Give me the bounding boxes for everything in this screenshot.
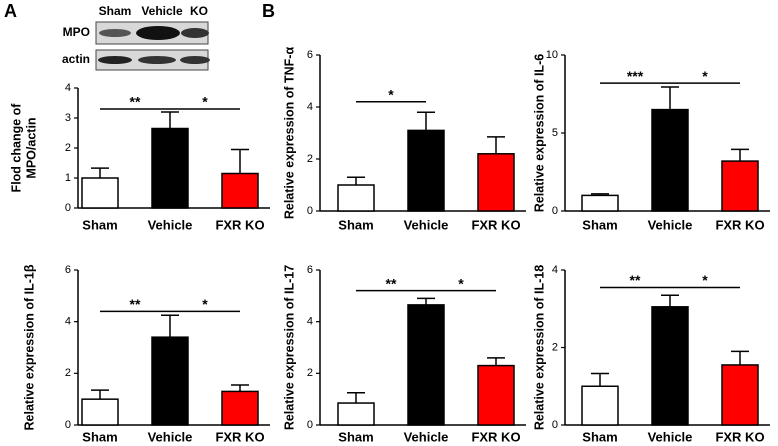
blot-lane-label: Vehicle [141, 4, 183, 18]
significance-label: * [388, 87, 394, 103]
x-tick-label: FXR KO [471, 217, 520, 232]
x-tick-label: FXR KO [471, 429, 520, 444]
significance-label: * [702, 68, 708, 84]
bar [651, 108, 689, 212]
y-tick-label: 6 [65, 264, 71, 276]
significance-label: ** [130, 296, 141, 312]
significance-label: * [458, 275, 464, 291]
y-tick-label: 4 [552, 264, 558, 276]
significance-label: * [702, 272, 708, 288]
significance-label: * [202, 94, 208, 110]
y-tick-label: 4 [65, 316, 71, 328]
bar [81, 398, 119, 426]
x-tick-label: Vehicle [648, 429, 693, 444]
bar [581, 194, 619, 212]
x-tick-label: Vehicle [148, 429, 193, 444]
bar [337, 184, 375, 212]
y-tick-label: 0 [552, 205, 558, 217]
x-tick-label: Vehicle [404, 429, 449, 444]
y-tick-label: 3 [65, 112, 71, 124]
x-tick-label: FXR KO [215, 217, 264, 232]
x-tick-label: Sham [582, 217, 617, 232]
y-tick-label: 6 [307, 264, 313, 276]
blot-lane-label: KO [190, 4, 208, 18]
y-tick-label: 2 [65, 367, 71, 379]
y-axis-label: Relative expression of IL-1β [22, 264, 36, 430]
bar [721, 364, 759, 426]
blot-image [95, 21, 210, 71]
x-tick-label: FXR KO [715, 217, 764, 232]
significance-label: *** [627, 68, 644, 84]
bar [81, 177, 119, 209]
y-tick-label: 5 [552, 127, 558, 139]
y-tick-label: 10 [546, 49, 558, 61]
x-tick-label: Sham [82, 217, 117, 232]
bar [721, 160, 759, 212]
bar [477, 153, 515, 212]
bar [477, 364, 515, 426]
significance-label: ** [386, 275, 397, 291]
x-tick-label: Vehicle [404, 217, 449, 232]
y-tick-label: 6 [307, 49, 313, 61]
y-tick-label: 0 [65, 202, 71, 214]
y-tick-label: 0 [307, 419, 313, 431]
x-tick-label: Sham [338, 217, 373, 232]
y-axis-label: Relative expression of IL-6 [532, 54, 546, 212]
y-axis-label: MPO/actin [24, 117, 38, 178]
blot-row-label: MPO [63, 25, 90, 39]
y-tick-label: 2 [307, 153, 313, 165]
significance-label: ** [630, 272, 641, 288]
y-axis-label: Relative expression of TNF-α [282, 47, 296, 220]
y-tick-label: 0 [65, 419, 71, 431]
x-tick-label: Sham [582, 429, 617, 444]
y-axis-label: Flod change of [9, 103, 23, 193]
bar [651, 306, 689, 426]
y-tick-label: 2 [307, 367, 313, 379]
x-tick-label: Sham [82, 429, 117, 444]
x-tick-label: FXR KO [215, 429, 264, 444]
blot-row-label: actin [62, 52, 90, 66]
significance-label: ** [130, 94, 141, 110]
bar [337, 402, 375, 426]
y-tick-label: 2 [552, 341, 558, 353]
y-tick-label: 4 [307, 316, 313, 328]
y-axis-label: Relative expression of IL-17 [282, 265, 296, 430]
y-tick-label: 0 [307, 205, 313, 217]
panel-label: B [262, 1, 275, 21]
y-axis-label: Relative expression of IL-18 [532, 265, 546, 430]
bar [151, 336, 189, 426]
x-tick-label: FXR KO [715, 429, 764, 444]
y-tick-label: 4 [307, 101, 313, 113]
y-tick-label: 2 [65, 142, 71, 154]
bar [221, 172, 259, 209]
bar [221, 390, 259, 426]
y-tick-label: 0 [552, 419, 558, 431]
blot-lane-label: Sham [99, 4, 132, 18]
x-tick-label: Vehicle [148, 217, 193, 232]
bar [407, 304, 445, 426]
significance-label: * [202, 296, 208, 312]
bar [581, 385, 619, 426]
y-tick-label: 4 [65, 82, 71, 94]
bar [407, 129, 445, 212]
x-tick-label: Sham [338, 429, 373, 444]
panel-label: A [4, 1, 17, 21]
y-tick-label: 1 [65, 172, 71, 184]
bar [151, 127, 189, 209]
x-tick-label: Vehicle [648, 217, 693, 232]
